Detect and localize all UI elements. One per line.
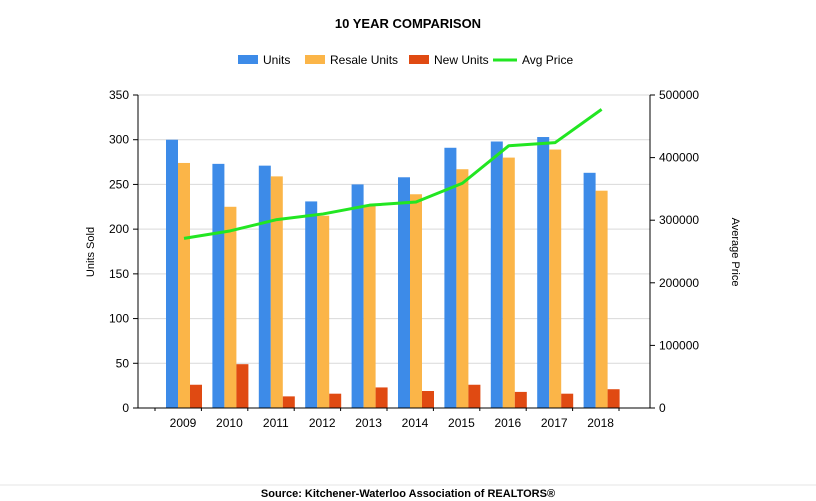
y-tick-label: 350 [109,88,129,102]
bar-new-units [561,393,574,408]
bar-new-units [282,396,295,408]
y2-tick-label: 0 [659,401,666,415]
bar-units [305,201,318,408]
y-tick-label: 50 [116,356,130,370]
legend: Units Resale Units New Units Avg Price [238,53,573,67]
x-tick-label: 2014 [402,416,429,430]
y2-tick-label: 500000 [659,88,699,102]
legend-label-new-units: New Units [434,53,489,67]
bar-units [258,165,271,408]
bar-units [444,147,457,408]
bar-resale-units [456,169,469,408]
bar-units [166,139,178,408]
bar-new-units [329,393,342,408]
source-note: Source: Kitchener-Waterloo Association o… [261,488,555,500]
x-tick-label: 2009 [170,416,197,430]
bar-new-units [236,364,249,408]
bar-resale-units [595,190,608,408]
y-tick-label: 250 [109,177,129,191]
bar-resale-units [549,149,562,408]
x-tick-label: 2010 [216,416,243,430]
bar-resale-units [410,194,422,408]
legend-swatch-units [238,55,258,64]
bar-units [583,172,596,408]
y2-axis-label: Average Price [729,218,741,287]
y2-tick-label: 100000 [659,338,699,352]
bar-units [212,163,225,408]
legend-label-resale-units: Resale Units [330,53,398,67]
legend-label-units: Units [263,53,290,67]
axes: 0 50 100 150 200 250 300 350 0 100000 200000 300000… [0,88,816,486]
bar-resale-units [502,157,515,408]
bar-new-units [514,391,527,408]
bar-resale-units [270,176,283,408]
y-tick-label: 150 [109,267,129,281]
legend-swatch-new-units [409,55,429,64]
bar-units [398,177,410,408]
bar-resale-units [178,162,190,408]
x-tick-label: 2018 [587,416,614,430]
y-tick-label: 300 [109,133,129,147]
bar-new-units [607,389,620,408]
y-axis-label: Units Sold [85,227,97,277]
bar-units [537,137,550,408]
bar-resale-units [363,204,376,408]
legend-swatch-resale-units [305,55,325,64]
y2-tick-label: 400000 [659,151,699,165]
bar-new-units [190,384,202,408]
bar-resale-units [224,206,237,408]
bar-units [351,184,364,408]
x-tick-label: 2013 [355,416,382,430]
y-tick-label: 100 [109,312,129,326]
bar-units [490,141,503,408]
legend-label-avg-price: Avg Price [522,53,573,67]
y-tick-label: 0 [122,401,129,415]
bar-new-units [422,391,434,408]
bars [166,137,620,408]
x-tick-label: 2015 [448,416,475,430]
x-tick-label: 2012 [309,416,336,430]
bar-resale-units [317,215,330,408]
price-line [183,108,603,240]
x-tick-label: 2016 [494,416,521,430]
line-avg-price [183,108,603,240]
y2-tick-label: 200000 [659,276,699,290]
bar-new-units [375,387,388,408]
bar-new-units [468,384,481,408]
x-tick-label: 2011 [263,416,289,430]
y2-tick-label: 300000 [659,213,699,227]
chart-title: 10 YEAR COMPARISON [335,16,481,31]
y-tick-label: 200 [109,222,129,236]
x-tick-label: 2017 [541,416,568,430]
